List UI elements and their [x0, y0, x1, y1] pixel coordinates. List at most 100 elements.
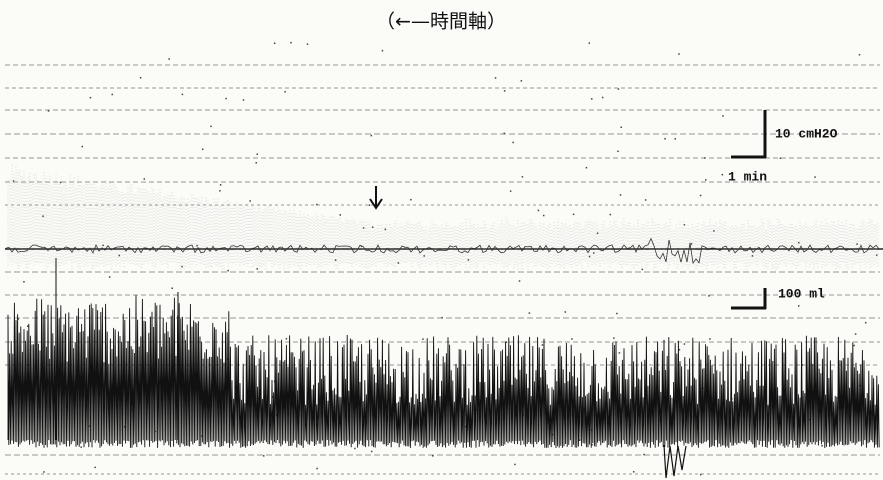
paper-dot [512, 142, 514, 144]
paper-dot [700, 195, 702, 197]
paper-dot [339, 214, 341, 216]
paper-dot [542, 344, 544, 346]
paper-dot [853, 345, 855, 347]
paper-dot [619, 352, 621, 354]
paper-dot [664, 138, 666, 140]
paper-dot [821, 445, 823, 447]
volume-scale-label: 100 ml [778, 286, 825, 301]
time-scale-label: 1 min [728, 169, 767, 184]
paper-dot [620, 126, 622, 128]
paper-dot [257, 154, 259, 156]
paper-dot [722, 115, 724, 117]
paper-dot [274, 42, 276, 44]
paper-dot [504, 90, 506, 92]
paper-dot [140, 77, 142, 79]
paper-dot [249, 200, 251, 202]
paper-dot [522, 176, 524, 178]
paper-dot [565, 311, 567, 313]
recording: （←—時間軸） 10 cmH2O 1 min 100 ml [0, 0, 883, 480]
paper-dot [705, 179, 707, 181]
paper-dot [423, 255, 425, 256]
page: （←—時間軸） 10 cmH2O 1 min 100 ml (() => { c… [0, 0, 883, 480]
paper-dot [227, 270, 229, 272]
paper-dot [589, 42, 591, 44]
paper-dot [521, 80, 523, 82]
paper-dot [82, 146, 84, 148]
paper-dot [23, 281, 25, 283]
paper-dot [865, 322, 867, 324]
paper-dot [94, 467, 96, 469]
paper-dot [709, 338, 711, 340]
paper-dot [543, 215, 545, 217]
paper-dot [798, 305, 800, 307]
paper-dot [589, 256, 591, 258]
paper-dot [372, 226, 374, 228]
paper-dot [591, 98, 593, 100]
paper-dot [618, 88, 620, 90]
paper-dot [220, 184, 222, 186]
paper-dot [613, 337, 615, 339]
paper-dot [529, 312, 531, 314]
paper-dot [704, 157, 706, 159]
paper-dot [286, 338, 288, 340]
paper-dot [290, 42, 292, 44]
paper-dot [814, 176, 816, 178]
paper-dot [90, 97, 92, 99]
pressure-scale-label: 10 cmH2O [775, 126, 838, 141]
paper-dot [602, 97, 604, 99]
paper-dot [855, 333, 857, 335]
paper-dot [519, 280, 521, 282]
paper-dot [441, 317, 443, 319]
paper-dot [510, 190, 512, 192]
paper-dot [674, 138, 676, 140]
paper-dot [573, 214, 575, 216]
paper-dot [538, 210, 540, 212]
paper-dot [316, 204, 318, 206]
paper-dot [708, 295, 710, 297]
paper-dot [620, 194, 622, 196]
paper-dot [643, 454, 645, 456]
paper-dot [645, 199, 647, 201]
paper-dot [219, 190, 221, 192]
paper-dot [468, 259, 470, 261]
paper-dot [80, 446, 82, 448]
paper-dot [504, 133, 506, 135]
paper-dot [422, 338, 424, 340]
paper-dot [371, 135, 373, 137]
paper-dot [410, 199, 412, 201]
paper-dot [684, 343, 686, 345]
paper-dot [495, 77, 497, 79]
paper-dot [60, 182, 62, 184]
paper-dot [633, 471, 635, 473]
paper-dot [243, 99, 245, 101]
paper-dot [284, 91, 286, 93]
paper-dot [369, 204, 371, 206]
paper-dot [371, 451, 373, 453]
paper-dot [225, 98, 227, 100]
paper-dot [617, 151, 619, 153]
paper-dot [642, 269, 644, 271]
paper-dot [700, 474, 702, 476]
paper-dot [109, 276, 111, 278]
paper-dot [752, 255, 754, 256]
paper-dot [382, 50, 384, 52]
paper-dot [172, 287, 174, 289]
paper-dot [335, 259, 337, 261]
paper-dot [27, 325, 29, 327]
paper-dot [119, 255, 121, 257]
paper-dot [610, 214, 612, 216]
paper-dot [856, 243, 858, 245]
paper-dot [168, 58, 170, 60]
paper-dot [144, 178, 146, 180]
paper-dot [354, 448, 356, 450]
paper-dot [691, 243, 693, 245]
paper-dot [398, 262, 400, 264]
paper-dot [307, 43, 309, 45]
paper-dot [780, 157, 782, 159]
paper-dot [210, 126, 212, 128]
paper-dot [678, 53, 680, 55]
paper-dot [112, 94, 114, 96]
paper-dot [316, 468, 318, 470]
paper-dot [48, 110, 50, 112]
paper-dot [616, 313, 618, 315]
